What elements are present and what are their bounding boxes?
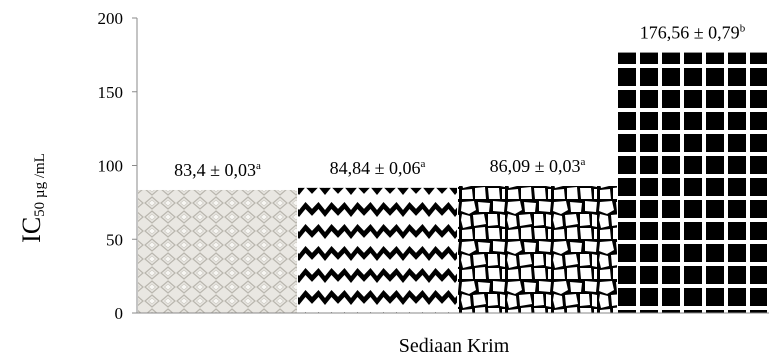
y-axis-title: IC50 µg /mL bbox=[17, 153, 48, 243]
y-tick-label-3: 150 bbox=[98, 83, 124, 102]
data-label-2: 84,84 ± 0,06a bbox=[330, 158, 426, 178]
y-tick-label-2: 100 bbox=[98, 157, 124, 176]
svg-text:IC50 µg /mL: IC50 µg /mL bbox=[17, 153, 48, 243]
bar-1 bbox=[138, 189, 297, 313]
y-axis-title-main: IC bbox=[17, 217, 46, 243]
bar-3 bbox=[458, 186, 617, 313]
y-tick-label-1: 50 bbox=[106, 230, 123, 249]
bar-2 bbox=[298, 187, 457, 313]
plot-area: 83,4 ± 0,03a 84,84 ± 0,06a 86,09 ± 0,03a 17… bbox=[98, 9, 769, 323]
y-axis-title-sub: 50 µg /mL bbox=[32, 153, 48, 217]
y-tick-label-0: 0 bbox=[115, 304, 124, 323]
y-tick-label-4: 200 bbox=[98, 9, 124, 28]
data-label-3: 86,09 ± 0,03a bbox=[490, 156, 586, 176]
x-axis-title: Sediaan Krim bbox=[399, 335, 510, 357]
bar-4 bbox=[618, 52, 767, 313]
data-label-1: 83,4 ± 0,03a bbox=[174, 160, 261, 180]
data-label-4: 176,56 ± 0,79b bbox=[640, 23, 746, 43]
